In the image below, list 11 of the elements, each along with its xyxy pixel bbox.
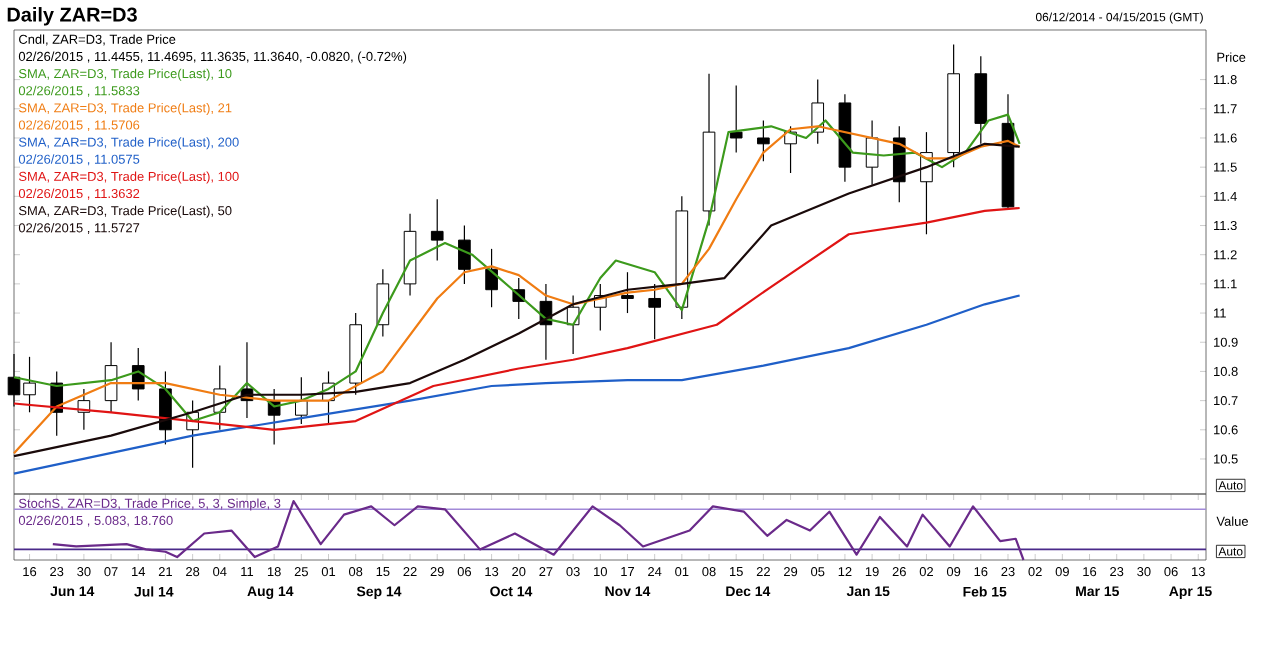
candlestick xyxy=(458,224,471,285)
candlestick xyxy=(485,248,498,308)
candlestick xyxy=(648,283,661,340)
candlestick xyxy=(295,376,308,425)
candlestick xyxy=(729,84,743,154)
candlestick xyxy=(376,268,390,338)
chart-title: Daily ZAR=D3 xyxy=(7,7,137,26)
candlestick xyxy=(757,119,770,162)
candlestick xyxy=(430,198,444,262)
line-series xyxy=(12,294,1021,475)
candlestick xyxy=(621,271,634,314)
